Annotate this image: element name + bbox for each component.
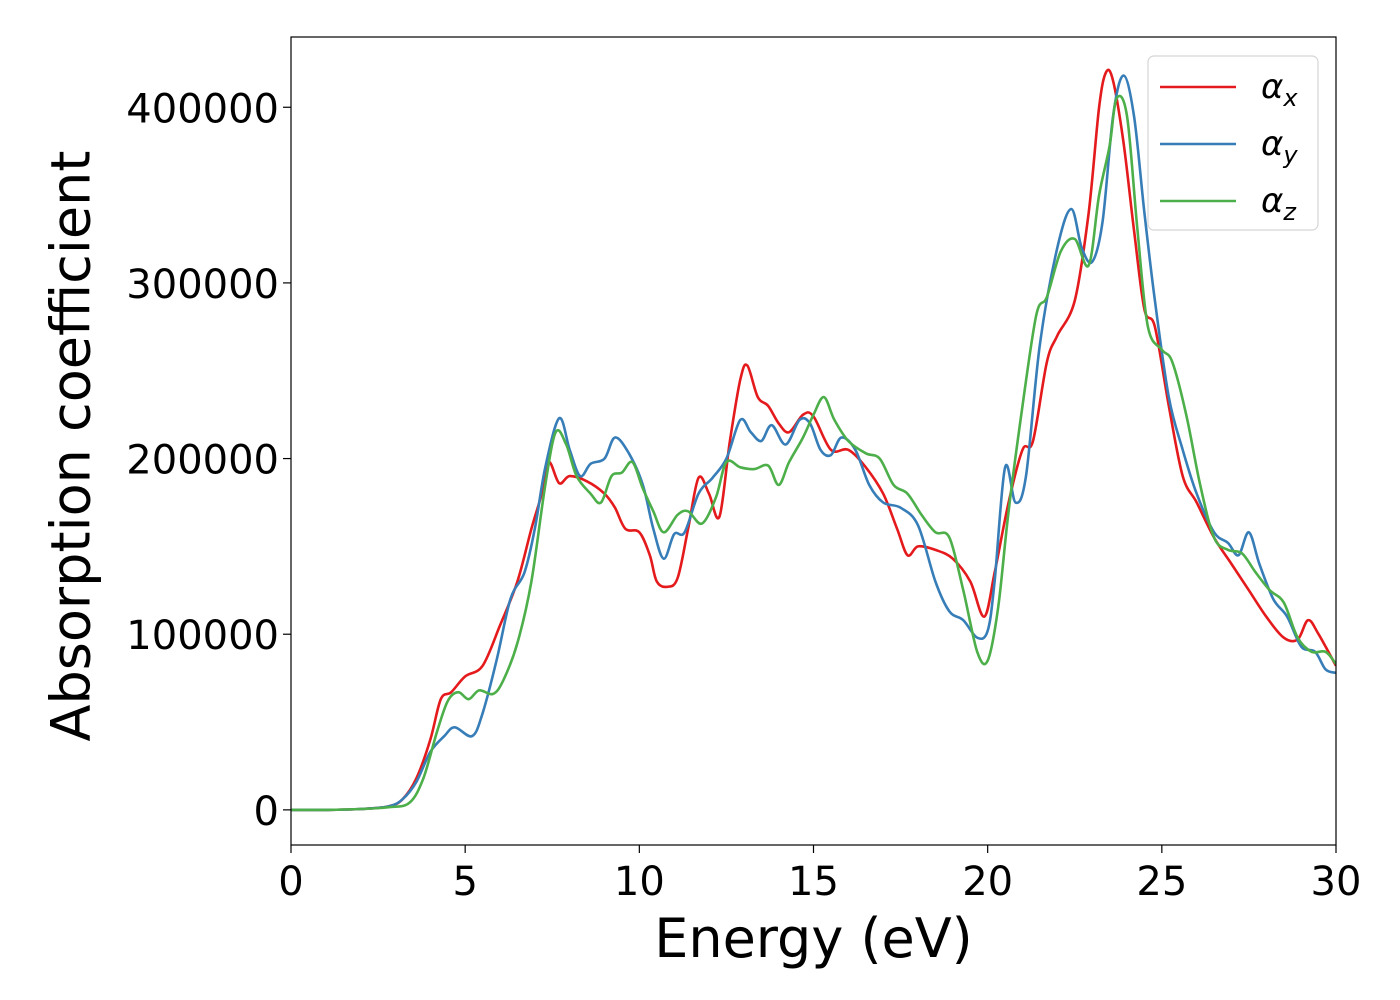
legend-label-z: αz	[1261, 181, 1297, 226]
series-line-z	[291, 94, 1336, 812]
y-tick-label: 200000	[126, 438, 279, 484]
x-tick-label: 0	[278, 859, 303, 905]
x-tick-label: 10	[614, 859, 665, 905]
x-tick-label: 5	[452, 859, 477, 905]
legend-symbol: α	[1261, 181, 1283, 221]
legend-label-y: αy	[1261, 124, 1298, 169]
x-tick-label: 30	[1311, 859, 1362, 905]
y-axis-ticks: 0 100000 200000 300000 400000	[126, 86, 291, 835]
y-tick-label: 300000	[126, 262, 279, 308]
x-axis-ticks: 0 5 10 15 20 25 30	[278, 845, 1361, 905]
legend-label-x: αx	[1261, 67, 1298, 112]
legend-subscript: y	[1282, 141, 1298, 169]
series-layer	[291, 68, 1336, 812]
legend-symbol: α	[1261, 67, 1283, 107]
x-tick-label: 15	[788, 859, 839, 905]
legend-subscript: z	[1282, 198, 1297, 226]
legend-symbol: α	[1261, 124, 1283, 164]
x-tick-label: 20	[962, 859, 1013, 905]
legend-subscript: x	[1282, 84, 1298, 112]
y-tick-label: 100000	[126, 613, 279, 659]
x-tick-label: 25	[1136, 859, 1187, 905]
y-axis-label: Absorption coefficient	[40, 151, 103, 742]
x-axis-label: Energy (eV)	[654, 907, 973, 970]
y-tick-label: 400000	[126, 86, 279, 132]
y-tick-label: 0	[254, 789, 279, 835]
